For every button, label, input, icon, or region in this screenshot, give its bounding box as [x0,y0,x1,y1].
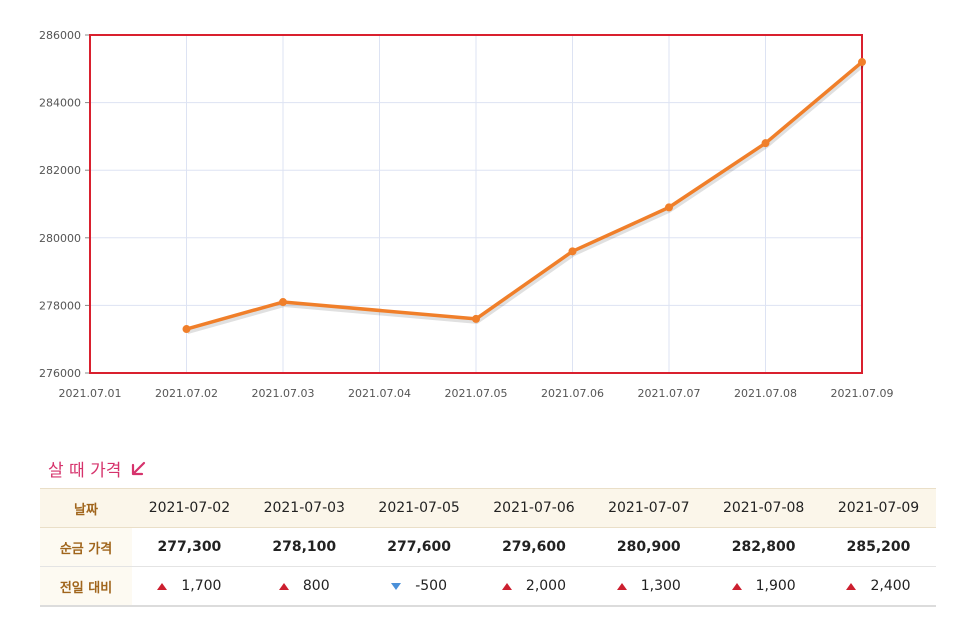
data-point [472,314,480,323]
date-cell: 2021-07-03 [246,488,362,528]
x-tick-label: 2021.07.04 [348,387,411,400]
data-point [665,203,673,212]
date-cell: 2021-07-09 [821,488,936,528]
data-point [761,139,770,148]
data-point [568,247,577,256]
y-tick-label: 282000 [39,164,81,177]
change-value: -500 [415,578,447,594]
x-tick-label: 2021.07.06 [541,387,604,400]
table-row-changes: 전일 대비 1,700 800 -500 2,000 1,300 1,900 2,400 [40,566,936,607]
triangle-up-icon [501,582,512,590]
change-value: 800 [302,578,330,594]
change-value: 1,300 [640,578,681,594]
triangle-up-icon [731,582,742,590]
arrow-down-left-icon [132,461,146,475]
section-title: 살 때 가격 [48,456,147,481]
y-tick-label: 280000 [39,232,81,245]
change-value: 1,700 [181,578,222,594]
data-point [279,298,287,307]
price-cell: 277,600 [361,527,477,567]
price-line-chart: 2021.07.01 2021.07.02 2021.07.03 2021.07.04… [39,29,894,400]
section-title-text: 살 때 가격 [48,461,122,481]
change-cell: -500 [361,566,477,607]
x-tick-label: 2021.07.09 [831,387,894,400]
date-cell: 2021-07-08 [706,488,822,528]
triangle-up-icon [616,582,627,590]
price-table: 날짜 2021-07-02 2021-07-03 2021-07-05 2021-07… [40,488,936,607]
triangle-down-icon [391,582,402,590]
price-cell: 285,200 [821,527,936,567]
date-cell: 2021-07-02 [132,488,247,528]
date-cell: 2021-07-06 [476,488,592,528]
series-line-shadow [186,63,865,334]
price-row-label: 순금 가격 [40,527,132,567]
y-tick-label: 286000 [39,29,81,42]
price-cell: 277,300 [132,527,247,567]
x-tick-label: 2021.07.07 [638,387,701,400]
x-tick-label: 2021.07.05 [445,387,508,400]
triangle-up-icon [278,582,289,590]
change-value: 2,000 [525,578,566,594]
change-cell: 1,300 [591,566,707,607]
table-row-prices: 순금 가격 277,300 278,100 277,600 279,600 280,90… [40,527,936,567]
triangle-up-icon [846,582,857,590]
plot-frame [89,34,863,374]
change-cell: 1,900 [706,566,822,607]
change-cell: 800 [246,566,362,607]
price-cell: 278,100 [246,527,362,567]
y-tick-label: 276000 [39,367,81,380]
price-cell: 282,800 [706,527,822,567]
change-cell: 2,000 [476,566,592,607]
change-cell: 1,700 [132,566,247,607]
change-cell: 2,400 [821,566,936,607]
x-tick-label: 2021.07.01 [59,387,122,400]
x-tick-label: 2021.07.08 [734,387,797,400]
table-row-dates: 날짜 2021-07-02 2021-07-03 2021-07-05 2021-07… [40,488,936,528]
data-point [182,325,191,334]
change-value: 2,400 [870,578,911,594]
price-cell: 279,600 [476,527,592,567]
y-tick-label: 284000 [39,97,81,110]
date-cell: 2021-07-05 [361,488,477,528]
y-tick-label: 278000 [39,299,81,312]
date-cell: 2021-07-07 [591,488,707,528]
change-row-label: 전일 대비 [40,566,132,607]
price-cell: 280,900 [591,527,707,567]
triangle-up-icon [157,582,168,590]
x-tick-label: 2021.07.03 [252,387,315,400]
change-value: 1,900 [755,578,796,594]
date-header-label: 날짜 [40,488,132,528]
x-tick-label: 2021.07.02 [155,387,218,400]
data-point [858,58,866,67]
